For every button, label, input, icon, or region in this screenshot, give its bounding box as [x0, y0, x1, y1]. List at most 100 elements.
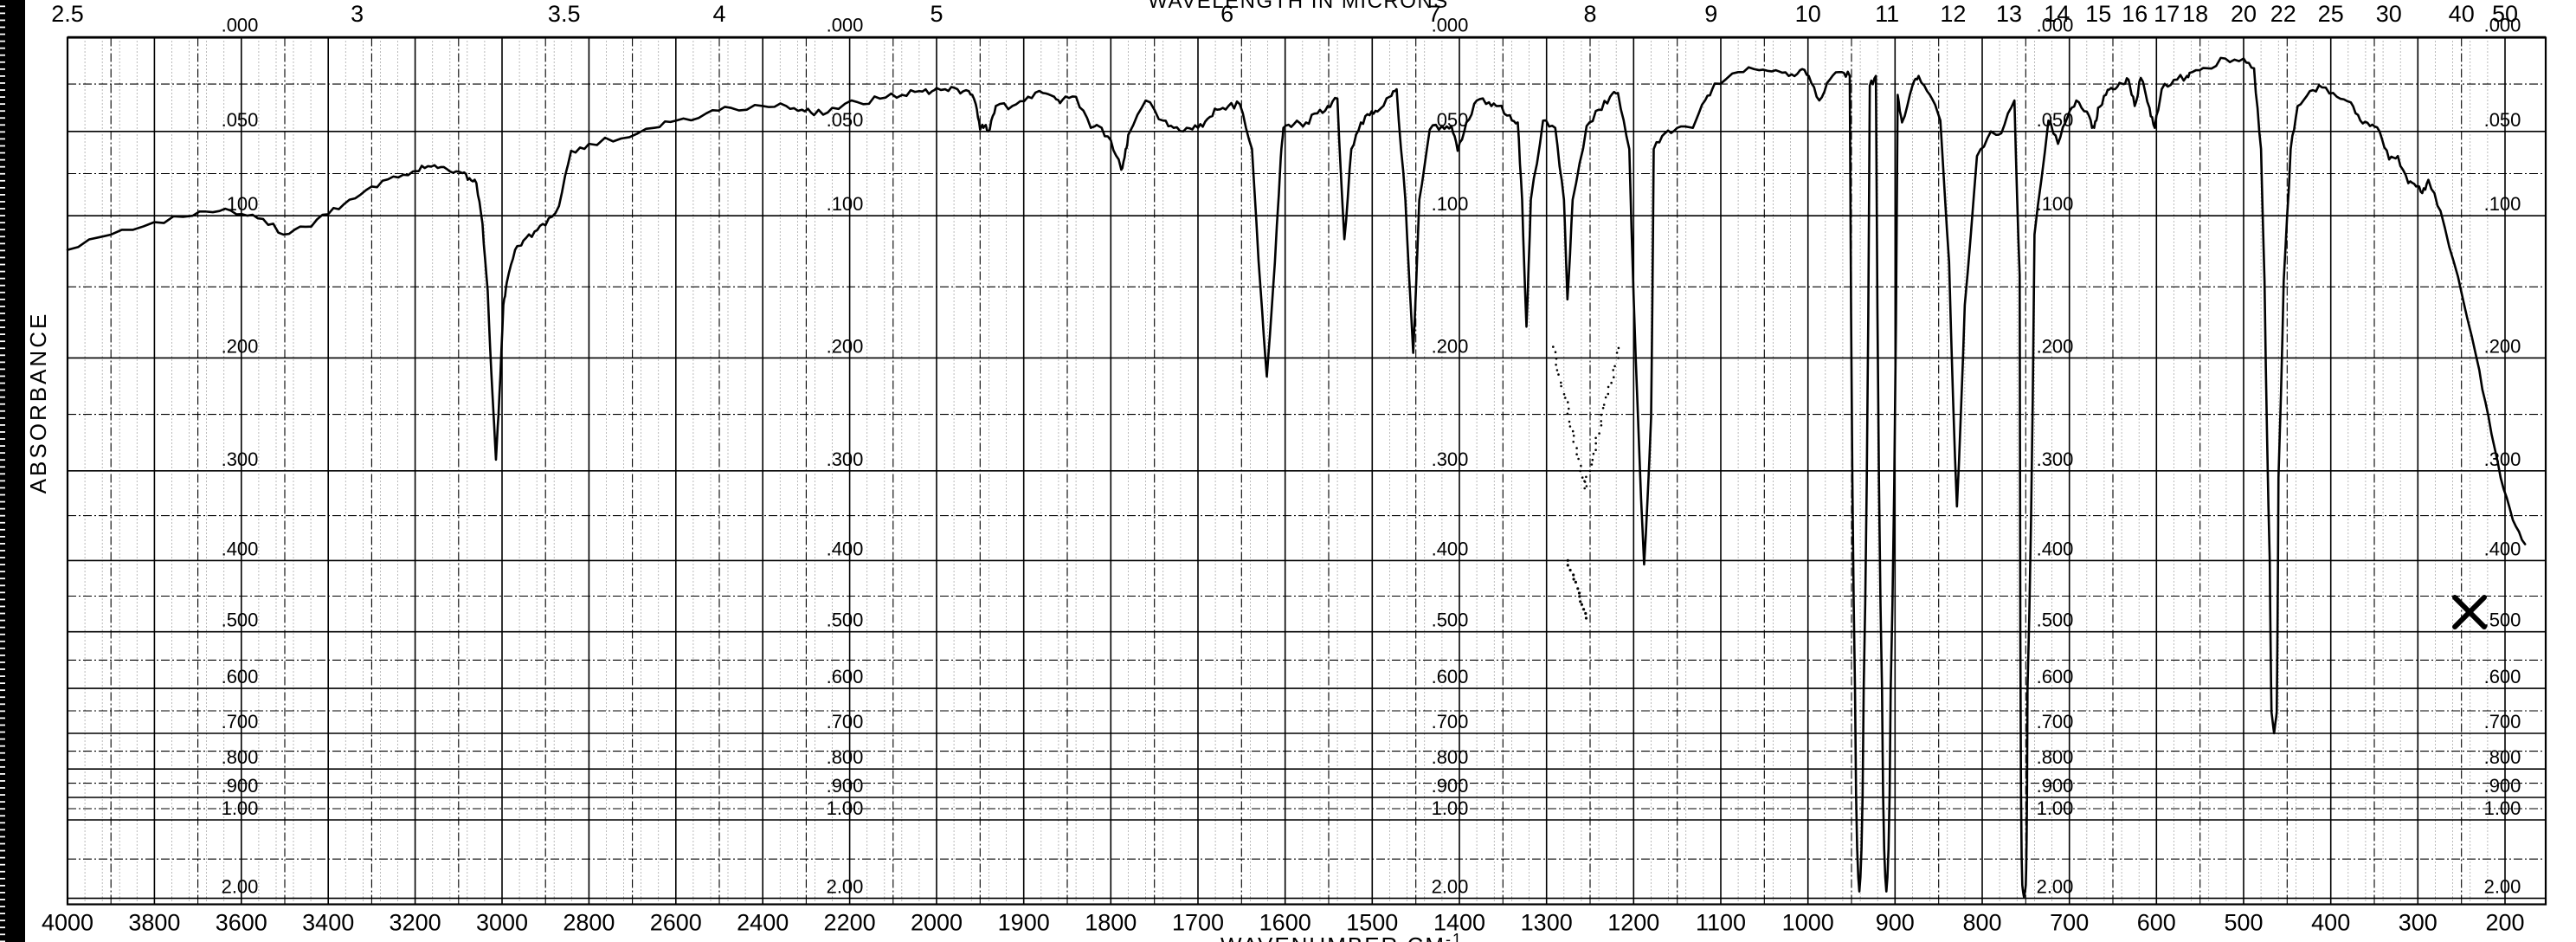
svg-text:1.00: 1.00: [222, 797, 259, 819]
svg-text:3: 3: [351, 1, 364, 27]
svg-text:.600: .600: [827, 666, 864, 687]
svg-text:.400: .400: [222, 538, 259, 559]
svg-text:.500: .500: [2484, 610, 2521, 631]
svg-text:2000: 2000: [911, 910, 963, 936]
svg-text:.050: .050: [222, 109, 259, 131]
svg-text:3800: 3800: [128, 910, 180, 936]
svg-text:40: 40: [2449, 1, 2475, 27]
svg-text:.600: .600: [2037, 666, 2074, 687]
svg-text:2.00: 2.00: [1432, 876, 1469, 898]
svg-text:2800: 2800: [563, 910, 615, 936]
svg-text:2.5: 2.5: [51, 1, 84, 27]
svg-text:.700: .700: [2037, 711, 2074, 732]
svg-text:10: 10: [1795, 1, 1821, 27]
svg-text:.100: .100: [2037, 193, 2074, 215]
svg-text:9: 9: [1704, 1, 1717, 27]
svg-text:4000: 4000: [42, 910, 93, 936]
svg-text:12: 12: [1940, 1, 1966, 27]
svg-text:.700: .700: [2484, 711, 2521, 732]
svg-text:.600: .600: [1432, 666, 1469, 687]
svg-text:2600: 2600: [650, 910, 702, 936]
svg-text:2200: 2200: [824, 910, 876, 936]
svg-text:.600: .600: [222, 666, 259, 687]
svg-text:600: 600: [2137, 910, 2176, 936]
svg-text:1800: 1800: [1085, 910, 1137, 936]
svg-text:.200: .200: [222, 335, 259, 357]
svg-text:.500: .500: [827, 610, 864, 631]
svg-text:18: 18: [2182, 1, 2208, 27]
svg-text:.400: .400: [2037, 538, 2074, 559]
svg-text:.900: .900: [2037, 775, 2074, 797]
svg-text:300: 300: [2399, 910, 2438, 936]
svg-text:500: 500: [2224, 910, 2263, 936]
svg-text:WAVELENGTH IN MICRONS: WAVELENGTH IN MICRONS: [1148, 0, 1449, 13]
svg-text:2.00: 2.00: [222, 876, 259, 898]
svg-text:.300: .300: [2037, 448, 2074, 470]
svg-text:.900: .900: [2484, 775, 2521, 797]
svg-text:.800: .800: [222, 746, 259, 768]
svg-text:.800: .800: [2037, 746, 2074, 768]
svg-text:.300: .300: [222, 448, 259, 470]
svg-text:.500: .500: [222, 610, 259, 631]
svg-text:.800: .800: [1432, 746, 1469, 768]
svg-text:.050: .050: [827, 109, 864, 131]
svg-text:200: 200: [2485, 910, 2524, 936]
svg-text:25: 25: [2318, 1, 2344, 27]
svg-text:1.00: 1.00: [1432, 797, 1469, 819]
svg-text:.100: .100: [1432, 193, 1469, 215]
svg-text:.000: .000: [2484, 15, 2521, 36]
svg-text:1.00: 1.00: [2484, 797, 2521, 819]
svg-text:.100: .100: [2484, 193, 2521, 215]
svg-text:.800: .800: [827, 746, 864, 768]
svg-text:22: 22: [2270, 1, 2296, 27]
svg-text:.100: .100: [827, 193, 864, 215]
svg-text:.600: .600: [2484, 666, 2521, 687]
svg-text:.000: .000: [222, 15, 259, 36]
svg-text:.900: .900: [827, 775, 864, 797]
svg-text:1600: 1600: [1259, 910, 1311, 936]
svg-text:1900: 1900: [998, 910, 1050, 936]
svg-text:30: 30: [2376, 1, 2402, 27]
svg-text:.700: .700: [1432, 711, 1469, 732]
svg-text:16: 16: [2122, 1, 2148, 27]
svg-text:.050: .050: [2484, 109, 2521, 131]
svg-text:.000: .000: [1432, 15, 1469, 36]
svg-text:8: 8: [1583, 1, 1596, 27]
svg-text:5: 5: [930, 1, 943, 27]
svg-text:1200: 1200: [1607, 910, 1659, 936]
svg-text:2.00: 2.00: [2484, 876, 2521, 898]
svg-text:4: 4: [712, 1, 725, 27]
svg-text:.400: .400: [2484, 538, 2521, 559]
svg-text:700: 700: [2050, 910, 2089, 936]
svg-text:.400: .400: [1432, 538, 1469, 559]
svg-text:3600: 3600: [216, 910, 267, 936]
svg-text:3400: 3400: [302, 910, 354, 936]
svg-text:1100: 1100: [1696, 910, 1746, 936]
svg-text:.200: .200: [2037, 335, 2074, 357]
svg-text:.300: .300: [827, 448, 864, 470]
svg-text:.400: .400: [827, 538, 864, 559]
svg-text:400: 400: [2311, 910, 2350, 936]
svg-text:.050: .050: [2037, 109, 2074, 131]
svg-text:.200: .200: [2484, 335, 2521, 357]
svg-text:WAVENUMBER CM-1: WAVENUMBER CM-1: [1220, 931, 1463, 942]
svg-text:.500: .500: [1432, 610, 1469, 631]
svg-text:1700: 1700: [1172, 910, 1224, 936]
svg-text:1.00: 1.00: [2037, 797, 2074, 819]
svg-text:900: 900: [1876, 910, 1915, 936]
svg-text:1500: 1500: [1346, 910, 1398, 936]
svg-text:11: 11: [1875, 1, 1899, 27]
svg-text:1300: 1300: [1521, 910, 1573, 936]
svg-text:3200: 3200: [390, 910, 441, 936]
svg-text:ABSORBANCE: ABSORBANCE: [25, 312, 51, 494]
svg-text:2.00: 2.00: [2037, 876, 2074, 898]
svg-text:.500: .500: [2037, 610, 2074, 631]
svg-text:3000: 3000: [476, 910, 528, 936]
svg-text:13: 13: [1996, 1, 2022, 27]
svg-text:15: 15: [2085, 1, 2111, 27]
svg-text:3.5: 3.5: [548, 1, 581, 27]
svg-text:.700: .700: [827, 711, 864, 732]
svg-text:1000: 1000: [1782, 910, 1834, 936]
svg-text:.000: .000: [2037, 15, 2074, 36]
svg-text:.900: .900: [222, 775, 259, 797]
